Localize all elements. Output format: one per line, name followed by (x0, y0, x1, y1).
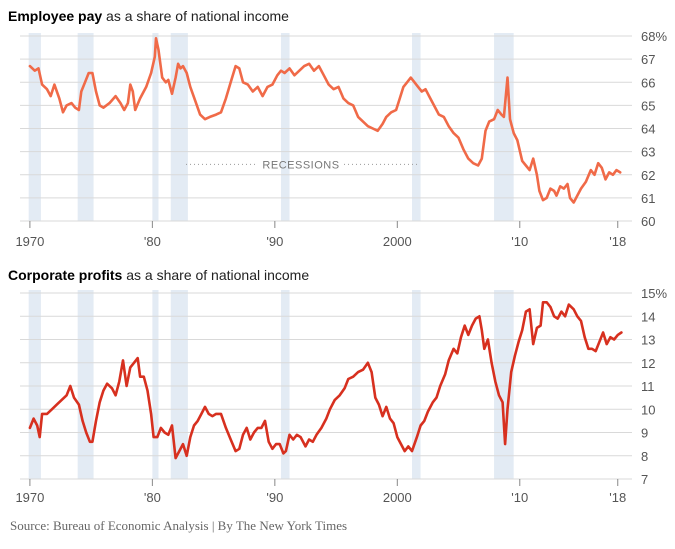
employee-pay-x-tick-label: 2000 (383, 234, 412, 249)
employee-pay-y-tick-label: 66 (641, 75, 655, 90)
employee-pay-x-tick-label: 1970 (15, 234, 44, 249)
corporate-profits-recession-band (280, 290, 290, 479)
employee-pay-y-tick-label: 67 (641, 52, 655, 67)
corporate-profits-chart-title: Corporate profits as a share of national… (8, 267, 309, 283)
employee-pay-y-tick-label: 68% (641, 29, 667, 44)
employee-pay-title-rest: as a share of national income (102, 8, 289, 24)
corporate-profits-y-tick-label: 15% (641, 286, 667, 301)
corporate-profits-recession-band (152, 290, 159, 479)
employee-pay-recession-band (412, 33, 421, 221)
corporate-profits-x-tick-label: '10 (511, 490, 528, 505)
employee-pay-series-line (28, 37, 622, 204)
recessions-label: RECESSIONS (262, 159, 339, 171)
corporate-profits-x-tick-label: '80 (144, 490, 161, 505)
corporate-profits-recession-band (77, 290, 94, 479)
employee-pay-recession-band (280, 33, 290, 221)
employee-pay-y-tick-label: 65 (641, 98, 655, 113)
employee-pay-y-tick-label: 60 (641, 214, 655, 229)
corporate-profits-title-bold: Corporate profits (8, 267, 123, 283)
corporate-profits-y-tick-label: 14 (641, 309, 655, 324)
corporate-profits-x-tick-label: 1970 (15, 490, 44, 505)
employee-pay-y-tick-label: 61 (641, 191, 655, 206)
employee-pay-y-tick-label: 64 (641, 122, 655, 137)
corporate-profits-title-rest: as a share of national income (122, 267, 310, 283)
corporate-profits-x-tick-label: 2000 (383, 490, 412, 505)
corporate-profits-chart: 7 8 9 10 11 12 13 14 15% 1970 '80 '90 2000 '10 '18 (15, 286, 667, 505)
employee-pay-y-tick-label: 62 (641, 168, 655, 183)
employee-pay-x-tick-label: '18 (609, 234, 626, 249)
employee-pay-x-tick-label: '10 (511, 234, 528, 249)
employee-pay-recession-band (152, 33, 159, 221)
corporate-profits-recession-band (412, 290, 421, 479)
corporate-profits-y-tick-label: 9 (641, 426, 648, 441)
corporate-profits-y-tick-label: 11 (641, 379, 655, 394)
corporate-profits-y-tick-label: 13 (641, 333, 655, 348)
corporate-profits-recession-band (494, 290, 514, 479)
employee-pay-recession-band (28, 33, 41, 221)
source-note: Source: Bureau of Economic Analysis | By… (10, 518, 348, 533)
corporate-profits-y-tick-label: 7 (641, 472, 648, 487)
corporate-profits-y-tick-label: 8 (641, 449, 648, 464)
employee-pay-title-bold: Employee pay (8, 8, 103, 24)
corporate-profits-recession-band (28, 290, 41, 479)
employee-pay-x-tick-label: '80 (144, 234, 161, 249)
employee-pay-chart-title: Employee pay as a share of national inco… (8, 8, 289, 24)
corporate-profits-y-tick-label: 10 (641, 402, 655, 417)
corporate-profits-y-tick-label: 12 (641, 356, 655, 371)
corporate-profits-series-line (28, 301, 623, 460)
employee-pay-y-tick-label: 63 (641, 145, 655, 160)
corporate-profits-recession-band (170, 290, 188, 479)
corporate-profits-x-tick-label: '90 (266, 490, 283, 505)
employee-pay-x-tick-label: '90 (266, 234, 283, 249)
employee-pay-recession-band (77, 33, 94, 221)
corporate-profits-x-tick-label: '18 (609, 490, 626, 505)
employee-pay-chart: 60 61 62 63 64 65 66 67 68% 1970 '80 '90 2000 '10 '18 R… (15, 29, 667, 249)
